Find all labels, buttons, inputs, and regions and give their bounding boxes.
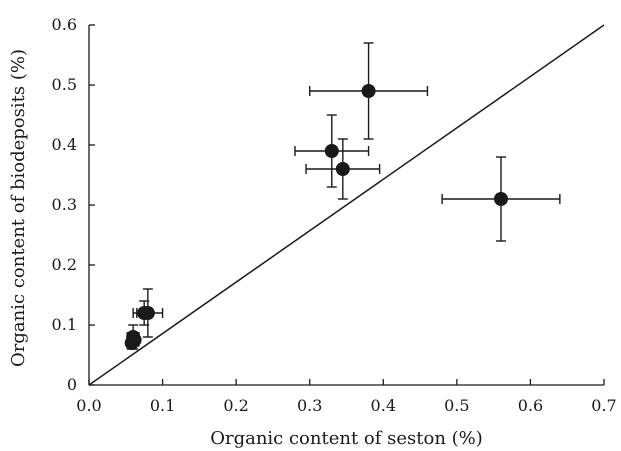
axes: 0.0 0.1 0.2 0.3 0.4 0.5 0.6 0.7 0 0.1 0.2 0.3 0.4 0.5…	[52, 15, 617, 415]
x-tick-label: 0.4	[371, 396, 396, 415]
data-point	[294, 114, 370, 188]
y-tick-label: 0.4	[52, 135, 77, 154]
point-marker	[361, 84, 376, 98]
x-axis-title: Organic content of seston (%)	[210, 428, 483, 449]
x-tick-label: 0.1	[150, 396, 175, 415]
x-tick-label: 0.7	[591, 396, 616, 415]
x-tick-label: 0.5	[444, 396, 469, 415]
data-point	[441, 156, 561, 242]
x-tick-label: 0.6	[518, 396, 543, 415]
y-axis-title: Organic content of biodeposits (%)	[8, 49, 29, 367]
x-tick-label: 0.2	[223, 396, 248, 415]
y-tick-label: 0.6	[52, 15, 77, 34]
reference-line-layer	[88, 24, 605, 386]
data-point	[305, 138, 381, 200]
point-marker	[137, 306, 152, 320]
data-point	[127, 333, 142, 347]
data-point	[136, 300, 153, 326]
y-tick-label: 0.5	[52, 75, 77, 94]
point-marker	[324, 144, 339, 158]
y-tick-label: 0.1	[52, 315, 77, 334]
y-tick-label: 0.3	[52, 195, 77, 214]
points-layer	[124, 42, 561, 350]
y-tick-label: 0.2	[52, 255, 77, 274]
y-tick-label: 0	[67, 375, 77, 394]
reference-line	[88, 24, 605, 386]
x-tick-label: 0.0	[76, 396, 101, 415]
point-marker	[335, 162, 350, 176]
point-marker	[127, 333, 142, 347]
data-point	[309, 42, 429, 140]
x-tick-label: 0.3	[297, 396, 322, 415]
point-marker	[494, 192, 508, 206]
